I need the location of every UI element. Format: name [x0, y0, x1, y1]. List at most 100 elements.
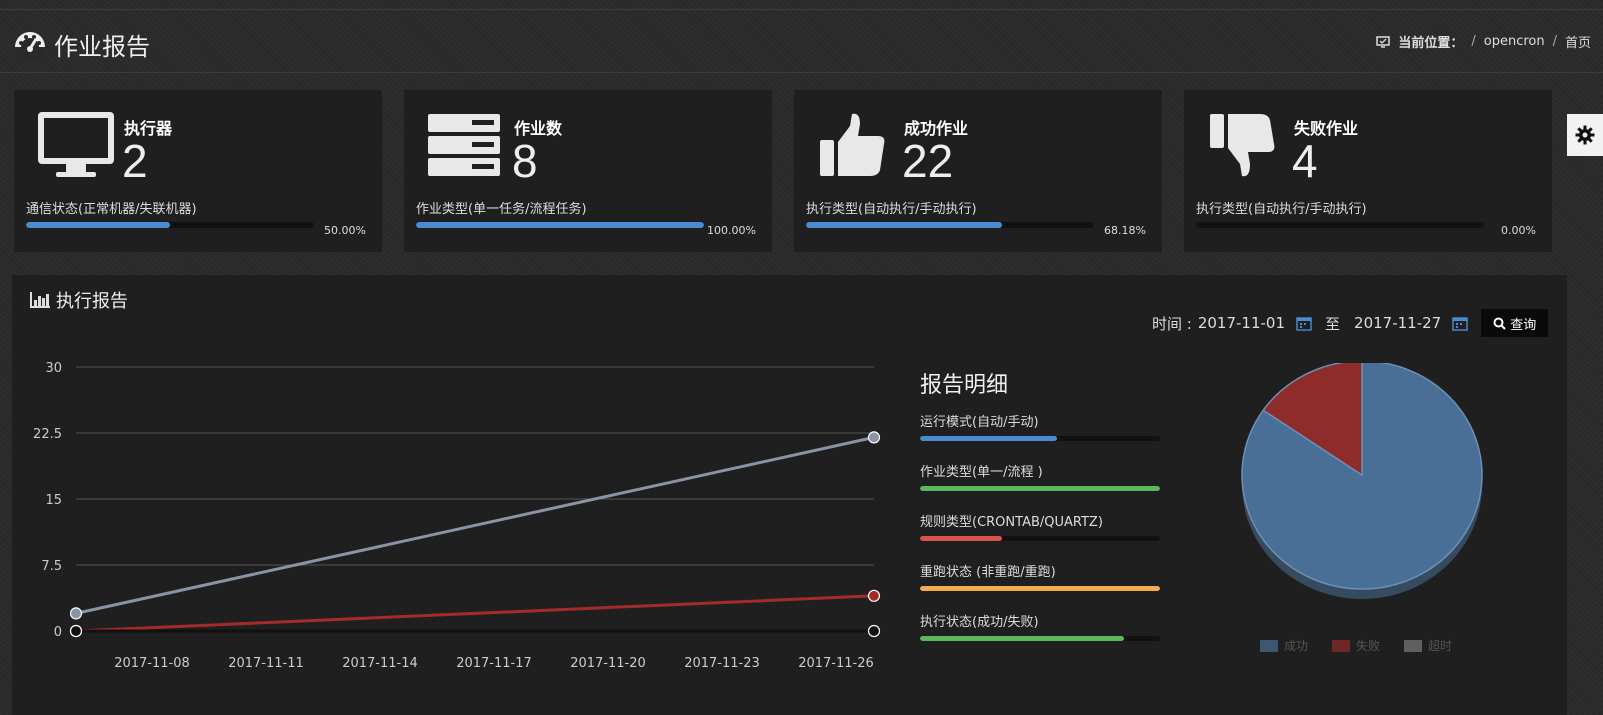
progress-bar [416, 222, 704, 228]
pie-legend: 成功 失败 超时 [1260, 637, 1452, 654]
progress-fill [416, 222, 704, 228]
legend-item[interactable]: 失败 [1332, 637, 1380, 654]
card-subtitle: 执行类型(自动执行/手动执行) [806, 202, 977, 217]
details-title: 报告明细 [920, 373, 1009, 398]
data-point [867, 624, 881, 638]
report-details: 报告明细 运行模式(自动/手动) 作业类型(单一/流程 ) 规则类型(CRONT… [920, 367, 1170, 661]
progress-bar [26, 222, 314, 228]
detail-row: 规则类型(CRONTAB/QUARTZ) [920, 511, 1170, 561]
x-tick-label: 2017-11-14 [342, 656, 418, 671]
query-button-label: 查询 [1510, 317, 1537, 333]
date-filter: 时间 : 2017-11-01 至 2017-11-27 查询 [1152, 309, 1549, 337]
card-subtitle: 执行类型(自动执行/手动执行) [1196, 202, 1367, 217]
card-title: 作业数 [514, 119, 563, 138]
y-tick-label: 0 [54, 625, 62, 640]
detail-label: 作业类型(单一/流程 ) [920, 465, 1043, 480]
detail-label: 执行状态(成功/失败) [920, 615, 1039, 630]
monitor-icon [38, 112, 114, 177]
y-tick-label: 15 [45, 493, 62, 508]
server-icon [428, 114, 500, 176]
card-value: 4 [1292, 135, 1318, 187]
page-title: 作业报告 [12, 27, 150, 62]
report-title: 执行报告 [30, 287, 128, 313]
progress-percent: 100.00% [707, 224, 756, 237]
detail-bar [920, 436, 1160, 441]
x-tick-label: 2017-11-23 [684, 656, 760, 671]
detail-label: 运行模式(自动/手动) [920, 415, 1039, 430]
data-point [69, 624, 83, 638]
end-date-input[interactable]: 2017-11-27 [1354, 314, 1442, 332]
calendar-icon[interactable] [1447, 309, 1473, 337]
detail-fill [920, 536, 1002, 541]
calendar-icon[interactable] [1291, 309, 1317, 337]
stat-card-jobs: 作业数 8 作业类型(单一任务/流程任务) 100.00% [404, 90, 772, 252]
date-to-label: 至 [1325, 314, 1341, 333]
status-pie-chart [1241, 363, 1483, 599]
legend-item[interactable]: 超时 [1404, 637, 1452, 654]
detail-row: 重跑状态 (非重跑/重跑) [920, 561, 1170, 611]
x-tick-label: 2017-11-08 [114, 656, 190, 671]
start-date-input[interactable]: 2017-11-01 [1197, 314, 1286, 332]
detail-bar [920, 586, 1160, 591]
pie-slice[interactable] [1241, 363, 1483, 590]
stat-card-executors: 执行器 2 通信状态(正常机器/失联机器) 50.00% [14, 90, 382, 252]
card-subtitle: 作业类型(单一任务/流程任务) [416, 202, 587, 217]
report-panel: 执行报告 时间 : 2017-11-01 至 2017-11-27 查询 0 7.… [12, 275, 1567, 715]
detail-label: 重跑状态 (非重跑/重跑) [920, 565, 1056, 580]
detail-row: 运行模式(自动/手动) [920, 411, 1170, 461]
progress-percent: 50.00% [324, 224, 366, 237]
progress-percent: 0.00% [1501, 224, 1536, 237]
bar-chart-icon [30, 292, 50, 308]
breadcrumb-item-opencron[interactable]: opencron [1483, 34, 1545, 49]
progress-fill [26, 222, 170, 228]
location-icon [1376, 35, 1391, 48]
card-subtitle: 通信状态(正常机器/失联机器) [26, 202, 197, 217]
x-tick-label: 2017-11-11 [228, 656, 304, 671]
data-point [69, 607, 83, 620]
card-title: 失败作业 [1294, 119, 1359, 138]
detail-label: 规则类型(CRONTAB/QUARTZ) [920, 515, 1103, 530]
dashboard-gauge-icon [15, 31, 45, 61]
breadcrumb-item-home[interactable]: 首页 [1564, 36, 1591, 51]
series-line [75, 594, 875, 633]
gear-icon [1575, 125, 1595, 145]
x-tick-label: 2017-11-26 [798, 656, 874, 671]
detail-fill [920, 636, 1124, 641]
data-point [867, 431, 881, 444]
y-tick-label: 30 [45, 361, 62, 376]
pie-slice[interactable] [1262, 363, 1363, 477]
series-line [75, 435, 875, 615]
detail-row: 执行状态(成功/失败) [920, 611, 1170, 661]
y-tick-label: 22.5 [33, 427, 62, 442]
breadcrumb-current-label: 当前位置： [1398, 36, 1464, 51]
data-point [867, 589, 881, 602]
detail-fill [920, 586, 1160, 591]
card-value: 2 [122, 135, 148, 187]
report-title-text: 执行报告 [56, 291, 128, 312]
execution-line-chart: 0 7.5 15 22.5 30 2017-11-08 2017-11-11 2017-11-… [33, 361, 881, 671]
x-tick-label: 2017-11-20 [570, 656, 646, 671]
breadcrumb: 当前位置： / opencron / 首页 [1376, 32, 1591, 51]
x-tick-label: 2017-11-17 [456, 656, 532, 671]
card-value: 8 [512, 135, 538, 187]
progress-bar [1196, 222, 1484, 228]
detail-fill [920, 486, 1160, 491]
card-title: 成功作业 [904, 119, 969, 138]
progress-percent: 68.18% [1104, 224, 1146, 237]
detail-bar [920, 536, 1160, 541]
detail-bar [920, 636, 1160, 641]
legend-item[interactable]: 成功 [1260, 637, 1308, 654]
thumbs-up-icon [820, 113, 885, 176]
page-header: 作业报告 当前位置： / opencron / 首页 [0, 10, 1603, 73]
y-tick-label: 7.5 [41, 559, 62, 574]
top-border [0, 9, 1603, 10]
stat-card-failed: 失败作业 4 执行类型(自动执行/手动执行) 0.00% [1184, 90, 1552, 252]
card-value: 22 [902, 135, 954, 187]
date-filter-label: 时间 : [1152, 314, 1192, 333]
detail-fill [920, 436, 1057, 441]
detail-row: 作业类型(单一/流程 ) [920, 461, 1170, 511]
page-title-text: 作业报告 [54, 33, 150, 61]
query-button[interactable]: 查询 [1481, 309, 1549, 337]
settings-button[interactable] [1567, 114, 1603, 156]
thumbs-down-icon [1210, 114, 1275, 177]
